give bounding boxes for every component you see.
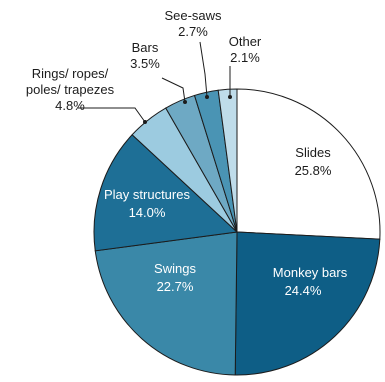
leader-dot-see-saws bbox=[205, 95, 209, 99]
leader-line-bars bbox=[161, 77, 186, 103]
label-swings-name: Swings bbox=[154, 261, 196, 276]
label-slides-name: Slides bbox=[295, 145, 331, 160]
label-rings-line2: poles/ trapezes bbox=[26, 82, 115, 97]
label-monkey-bars-name: Monkey bars bbox=[273, 265, 348, 280]
label-other-value: 2.1% bbox=[230, 50, 260, 65]
leader-line-see-saws bbox=[199, 41, 208, 98]
pie-slice-swings bbox=[94, 231, 238, 376]
leader-line-rings bbox=[78, 107, 146, 123]
leader-dot-bars bbox=[183, 100, 187, 104]
label-play-structures-value: 14.0% bbox=[129, 205, 166, 220]
leader-lines bbox=[78, 41, 232, 124]
label-swings-value: 22.7% bbox=[157, 279, 194, 294]
label-slides-value: 25.8% bbox=[295, 163, 332, 178]
label-bars-name: Bars bbox=[132, 40, 159, 55]
leader-dot-other bbox=[228, 95, 232, 99]
label-other-name: Other bbox=[229, 34, 262, 49]
label-monkey-bars-value: 24.4% bbox=[285, 283, 322, 298]
pie-slice-play-structures bbox=[93, 134, 239, 252]
label-bars-value: 3.5% bbox=[130, 56, 160, 71]
pie-slice-other bbox=[217, 88, 238, 233]
label-rings-value: 4.8% bbox=[55, 98, 85, 113]
pie-slices bbox=[93, 88, 381, 376]
label-rings-line1: Rings/ ropes/ bbox=[32, 66, 109, 81]
leader-dot-rings bbox=[143, 120, 147, 124]
label-see-saws-value: 2.7% bbox=[178, 24, 208, 39]
label-play-structures-name: Play structures bbox=[104, 187, 190, 202]
pie-slice-monkey-bars bbox=[234, 231, 381, 376]
pie-slice-slides bbox=[236, 88, 381, 240]
label-see-saws-name: See-saws bbox=[164, 8, 222, 23]
